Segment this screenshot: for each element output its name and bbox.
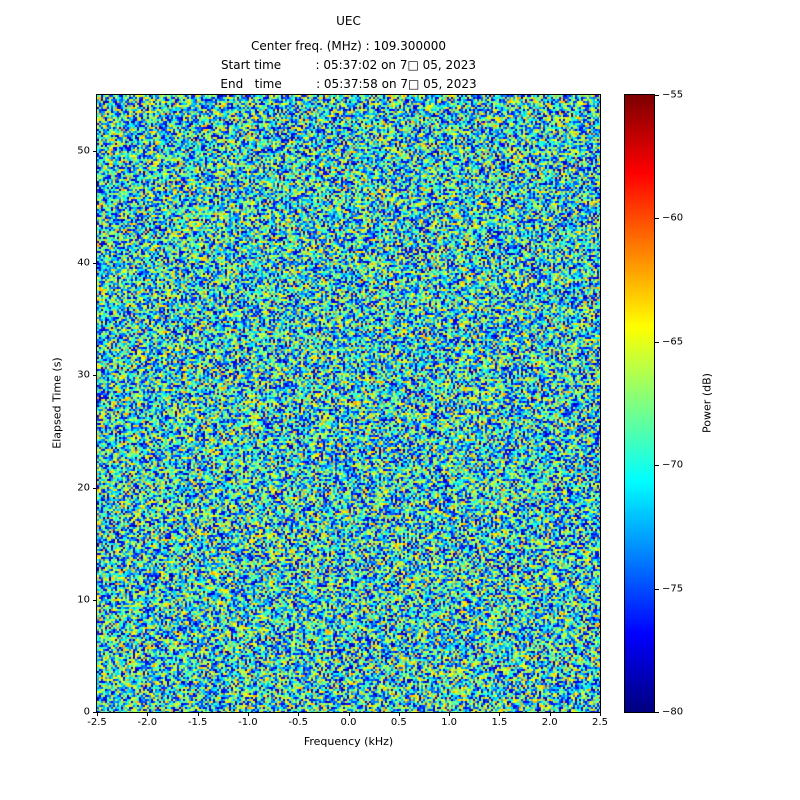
colorbar-tick-mark: [655, 218, 659, 220]
x-tick-label: 0.0: [340, 717, 357, 728]
colorbar-tick-mark: [655, 95, 659, 96]
colorbar-tick-mark: [655, 712, 659, 713]
colorbar-tick-mark: [655, 341, 659, 343]
x-tick-label: -2.0: [137, 717, 158, 728]
colorbar-tick-label: −55: [662, 89, 684, 101]
x-tick-label: -0.5: [288, 717, 308, 728]
colorbar-tick-label: −60: [662, 212, 684, 224]
x-tick-label: 2.5: [592, 717, 608, 728]
colorbar-tick-label: −80: [662, 706, 684, 718]
x-tick-mark: [97, 712, 98, 716]
x-tick-mark: [147, 712, 149, 716]
y-tick-mark: [93, 263, 97, 265]
x-tick-mark: [549, 712, 551, 716]
x-tick-mark: [499, 712, 501, 716]
end-time-line: End time : 05:37:58 on 7□ 05, 2023: [220, 77, 477, 91]
plot-frame: [96, 94, 601, 713]
y-tick-mark: [93, 712, 97, 713]
x-tick-label: -2.5: [87, 717, 107, 728]
x-tick-mark: [600, 712, 601, 716]
x-tick-label: -1.5: [187, 717, 208, 728]
x-tick-mark: [247, 712, 249, 716]
colorbar-tick-label: −65: [662, 336, 684, 348]
y-tick-label: 20: [77, 482, 90, 494]
x-tick-mark: [449, 712, 451, 716]
chart-title: UEC: [336, 14, 361, 28]
colorbar-tick-label: −70: [662, 459, 684, 471]
y-tick-label: 50: [77, 145, 90, 157]
x-tick-mark: [348, 712, 350, 716]
colorbar-frame: [624, 94, 655, 713]
x-tick-label: 0.5: [390, 717, 407, 728]
x-tick-mark: [398, 712, 400, 716]
header-block: Center freq. (MHz) : 109.300000 Start ti…: [97, 37, 600, 94]
y-tick-mark: [93, 375, 97, 377]
start-time-line: Start time : 05:37:02 on 7□ 05, 2023: [220, 58, 477, 72]
x-tick-label: -1.0: [238, 717, 258, 728]
colorbar-label: Power (dB): [700, 373, 714, 433]
x-tick-label: 1.0: [441, 717, 458, 728]
colorbar-tick-mark: [655, 588, 659, 590]
y-tick-mark: [93, 487, 97, 489]
colorbar-tick-label: −75: [662, 583, 684, 595]
y-axis-label: Elapsed Time (s): [50, 357, 64, 449]
x-tick-label: 2.0: [541, 717, 558, 728]
y-tick-mark: [93, 599, 97, 601]
x-tick-mark: [298, 712, 300, 716]
colorbar-canvas: [625, 95, 654, 712]
y-tick-mark: [93, 151, 97, 153]
x-axis-label: Frequency (kHz): [303, 735, 394, 748]
heatmap-canvas: [97, 95, 600, 712]
y-tick-label: 10: [77, 594, 90, 606]
y-tick-label: 30: [77, 369, 90, 381]
colorbar-tick-mark: [655, 465, 659, 467]
y-tick-label: 40: [77, 257, 90, 269]
x-tick-label: 1.5: [491, 717, 508, 728]
center-freq-line: Center freq. (MHz) : 109.300000: [251, 39, 446, 53]
x-tick-mark: [197, 712, 199, 716]
y-tick-label: 0: [83, 706, 90, 718]
